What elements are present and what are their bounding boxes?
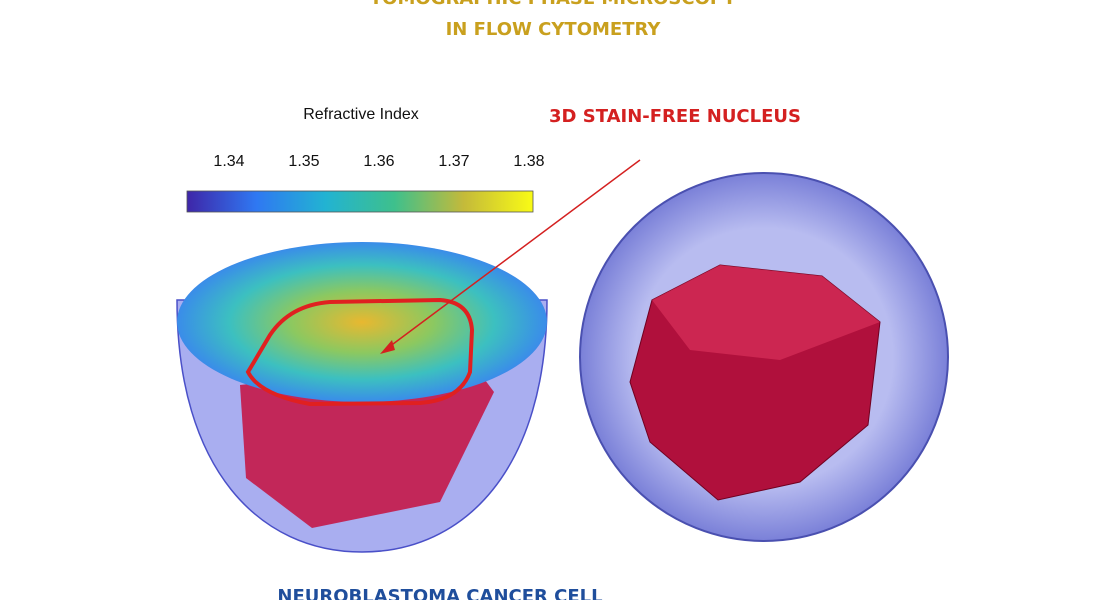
colorbar-ticks: 1.34 1.35 1.36 1.37 1.38: [213, 153, 544, 170]
caption: NEUROBLASTOMA CANCER CELL: [277, 586, 602, 600]
title-line: TOMOGRAPHIC PHASE MICROSCOPY: [370, 0, 737, 9]
tick-label: 1.38: [513, 153, 544, 170]
tick-label: 1.34: [213, 153, 244, 170]
nucleus-outline: [245, 297, 475, 407]
arrow: [384, 159, 641, 351]
tick-label: 1.35: [288, 153, 319, 170]
colorbar: [186, 190, 534, 213]
arrow-head: [380, 340, 395, 354]
cell-section: [177, 242, 547, 402]
tick-label: 1.37: [438, 153, 469, 170]
colorbar-label: Refractive Index: [303, 106, 419, 123]
nucleus-face: [652, 265, 880, 360]
annotation: 3D STAIN-FREE NUCLEUS: [549, 106, 801, 127]
tick-label: 1.36: [363, 153, 394, 170]
title-line: IN FLOW CYTOMETRY: [446, 19, 662, 40]
